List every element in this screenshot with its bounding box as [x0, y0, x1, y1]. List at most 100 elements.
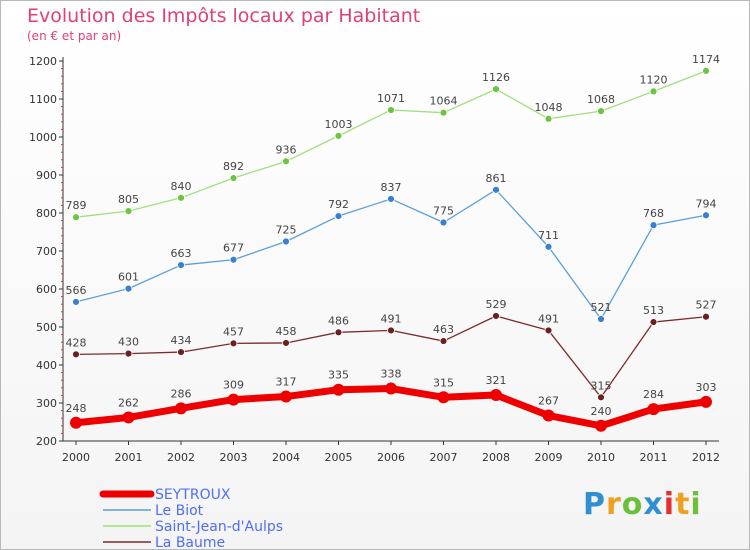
- data-label: 491: [381, 312, 402, 325]
- y-tick-label: 1200: [29, 55, 57, 68]
- data-point: [649, 318, 658, 326]
- data-label: 1071: [377, 92, 405, 105]
- data-label: 335: [328, 369, 349, 382]
- brand-letter: P: [583, 487, 606, 522]
- data-point: [334, 328, 343, 337]
- y-tick-label: 800: [36, 207, 57, 220]
- data-point: [387, 326, 395, 335]
- data-point: [70, 416, 82, 429]
- data-label: 663: [171, 247, 192, 260]
- x-tick-label: 2005: [325, 451, 353, 464]
- legend-entry: La Baume: [155, 535, 225, 549]
- data-label: 262: [118, 396, 139, 409]
- data-point: [385, 382, 397, 395]
- data-point: [227, 393, 240, 406]
- data-point: [647, 403, 660, 416]
- data-point: [175, 402, 187, 415]
- x-tick-label: 2001: [115, 451, 143, 464]
- data-label: 566: [66, 284, 87, 297]
- data-point: [597, 315, 605, 323]
- x-tick-label: 2002: [167, 451, 195, 464]
- data-label: 1064: [430, 95, 458, 108]
- data-point: [439, 218, 448, 227]
- data-label: 284: [643, 388, 664, 401]
- legend-entry: SEYTROUX: [155, 487, 231, 503]
- data-point: [72, 298, 80, 306]
- data-label: 837: [381, 181, 402, 194]
- brand-letter: o: [621, 487, 644, 522]
- x-tick-label: 2009: [535, 451, 563, 464]
- data-point: [334, 212, 343, 220]
- x-tick-label: 2003: [220, 451, 248, 464]
- data-point: [124, 207, 133, 216]
- data-label: 768: [643, 207, 664, 220]
- y-tick-label: 700: [36, 245, 57, 258]
- y-tick-label: 500: [36, 321, 57, 334]
- data-point: [702, 312, 710, 321]
- data-label: 1174: [692, 53, 720, 66]
- data-point: [544, 114, 553, 123]
- legend-entry: Saint-Jean-d'Aulps: [155, 519, 283, 535]
- data-label: 267: [538, 395, 559, 408]
- data-label: 491: [538, 312, 559, 325]
- data-point: [282, 237, 290, 246]
- chart-title: Evolution des Impôts locaux par Habitant: [27, 5, 421, 27]
- data-label: 794: [696, 197, 717, 210]
- data-label: 458: [276, 325, 297, 338]
- data-label: 936: [276, 143, 297, 156]
- data-label: 725: [276, 224, 297, 237]
- data-label: 1003: [325, 118, 353, 131]
- data-point: [542, 409, 555, 422]
- data-label: 527: [696, 299, 717, 312]
- data-label: 303: [696, 381, 717, 394]
- data-label: 240: [591, 405, 612, 418]
- data-point: [700, 395, 712, 408]
- chart-subtitle: (en € et par an): [27, 29, 122, 43]
- data-point: [387, 195, 395, 203]
- data-label: 463: [433, 323, 454, 336]
- data-point: [177, 193, 185, 202]
- brand-letter: x: [643, 487, 664, 522]
- brand-logo: Proxiti: [583, 487, 702, 522]
- x-tick-label: 2006: [377, 451, 405, 464]
- data-point: [439, 108, 448, 117]
- data-point: [124, 349, 133, 358]
- data-label: 521: [591, 301, 612, 314]
- data-label: 1048: [535, 101, 563, 114]
- data-point: [387, 106, 395, 114]
- data-point: [597, 107, 605, 116]
- data-point: [492, 185, 500, 194]
- data-point: [282, 339, 290, 347]
- data-point: [544, 242, 553, 251]
- data-point: [490, 389, 502, 402]
- data-point: [595, 419, 607, 432]
- brand-letter: i: [690, 487, 702, 522]
- data-point: [72, 350, 80, 359]
- data-point: [122, 411, 135, 424]
- data-point: [544, 326, 553, 335]
- x-tick-label: 2010: [587, 451, 615, 464]
- data-point: [649, 221, 658, 230]
- data-label: 457: [223, 325, 244, 338]
- data-label: 317: [276, 376, 297, 389]
- data-label: 286: [171, 387, 192, 400]
- brand-letter: t: [675, 487, 691, 522]
- data-label: 775: [433, 205, 454, 218]
- data-label: 792: [328, 198, 349, 211]
- data-point: [229, 174, 238, 182]
- x-tick-label: 2008: [482, 451, 510, 464]
- y-tick-label: 900: [36, 169, 57, 182]
- data-label: 430: [118, 336, 139, 349]
- data-point: [124, 284, 133, 293]
- data-label: 315: [433, 376, 454, 389]
- data-label: 309: [223, 379, 244, 392]
- data-point: [72, 213, 80, 222]
- legend-entry: Le Biot: [155, 503, 204, 519]
- x-tick-label: 2007: [430, 451, 458, 464]
- brand-letter: r: [606, 487, 622, 522]
- data-point: [702, 66, 710, 75]
- data-point: [597, 393, 605, 402]
- data-point: [492, 312, 500, 320]
- data-label: 315: [591, 379, 612, 392]
